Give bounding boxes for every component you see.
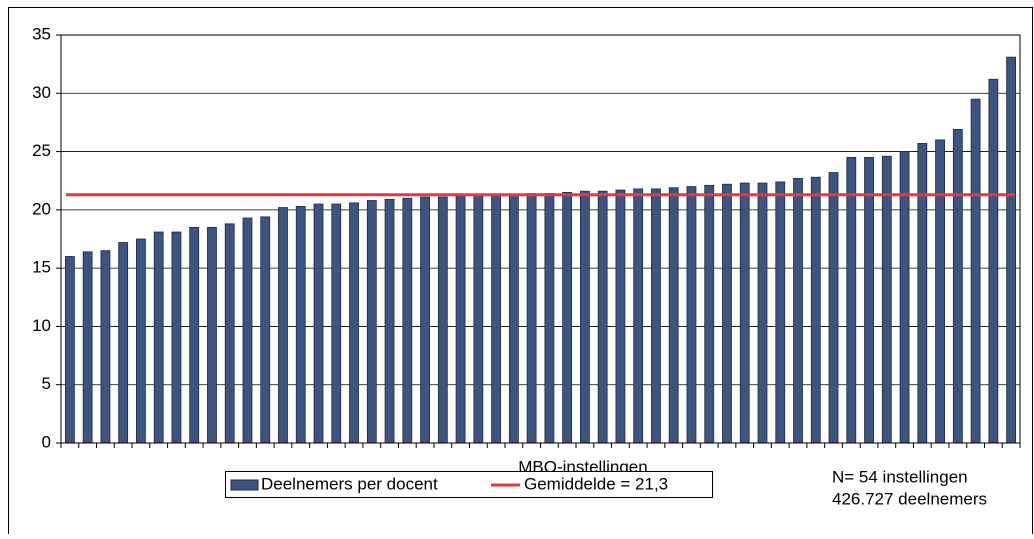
bar: [224, 223, 235, 444]
legend-label: Deelnemers per docent: [261, 474, 438, 493]
bar: [579, 190, 590, 444]
bar: [970, 98, 981, 444]
annotation: N= 54 instellingen: [832, 467, 968, 486]
y-tick-label: 10: [32, 316, 51, 335]
bar: [366, 200, 377, 444]
bar: [793, 177, 803, 444]
y-tick-label: 15: [32, 258, 51, 277]
bar: [278, 207, 288, 444]
chart-frame: [8, 7, 1033, 539]
bar: [171, 231, 182, 444]
bar: [597, 190, 608, 444]
bar: [207, 226, 217, 444]
bar: [757, 182, 768, 444]
legend-label: Gemiddelde = 21,3: [524, 474, 668, 493]
bar: [828, 172, 839, 444]
bar: [633, 188, 644, 444]
y-tick-label: 5: [42, 374, 51, 393]
annotation: 426.727 deelnemers: [832, 489, 987, 508]
bar: [100, 250, 111, 444]
bar: [64, 256, 75, 444]
bar: [722, 183, 732, 444]
plot-area: [61, 35, 1020, 443]
bar: [153, 231, 164, 444]
bar: [615, 189, 626, 444]
bar: [864, 156, 874, 444]
bar: [402, 197, 413, 444]
bar: [313, 203, 324, 444]
bar: [1006, 56, 1017, 444]
bar: [686, 186, 697, 444]
bar: [704, 184, 715, 444]
bar: [455, 195, 466, 444]
bar: [295, 205, 306, 444]
legend-swatch: [230, 479, 259, 491]
bar: [988, 78, 999, 444]
y-tick-label: 25: [32, 141, 51, 160]
bar: [473, 194, 484, 444]
bar: [331, 203, 342, 444]
bar: [420, 196, 430, 444]
y-tick-label: 35: [32, 24, 51, 43]
bar: [384, 198, 395, 444]
bar: [881, 155, 892, 444]
bar: [349, 202, 359, 444]
bar: [810, 176, 821, 444]
bar: [526, 193, 537, 444]
legend-box: [225, 471, 713, 498]
bar: [775, 181, 786, 444]
bar: [189, 226, 200, 444]
bar: [118, 242, 129, 444]
bar: [739, 182, 750, 444]
bar: [917, 143, 928, 444]
y-tick-label: 0: [42, 432, 51, 451]
y-tick-label: 20: [32, 199, 51, 218]
bar: [562, 191, 573, 444]
bar: [544, 193, 555, 444]
bar: [651, 188, 661, 444]
bar: [491, 194, 502, 444]
bar: [136, 238, 146, 444]
bar: [82, 251, 93, 444]
bar: [846, 156, 857, 444]
bar: [437, 196, 448, 444]
bar: [242, 217, 253, 444]
plot-border: [60, 34, 1021, 444]
bar: [668, 187, 679, 444]
bar: [260, 216, 271, 444]
bar: [952, 129, 963, 444]
y-tick-label: 30: [32, 83, 51, 102]
bar: [508, 194, 519, 444]
bar: [935, 139, 945, 444]
